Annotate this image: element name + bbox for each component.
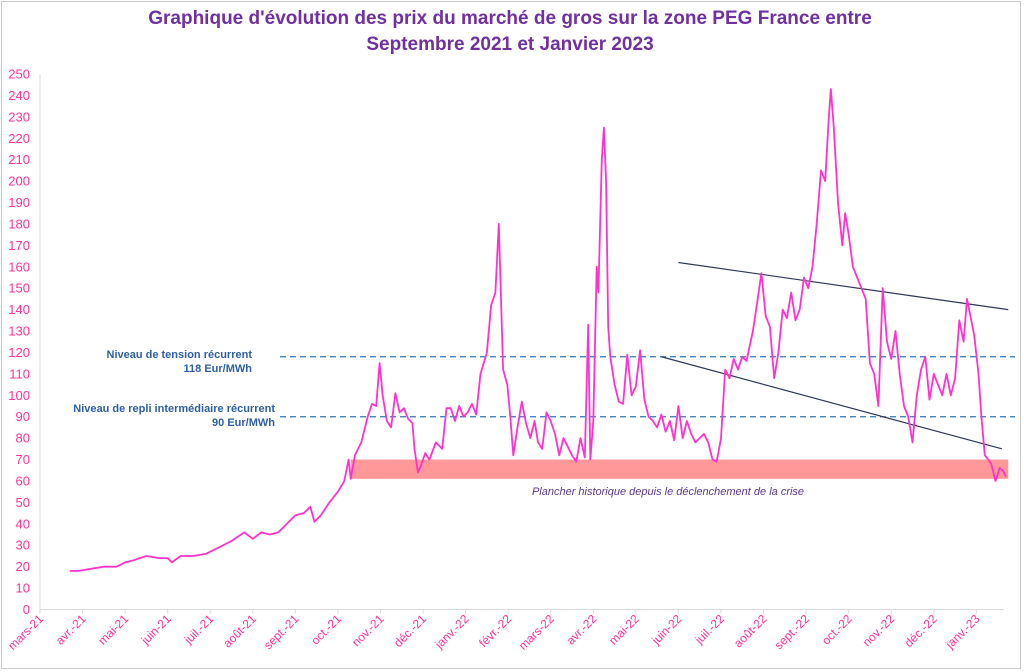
x-tick-label: mars-22 [516,611,557,652]
tension-label: Niveau de tension récurrent [107,349,253,361]
x-tick-label: nov.-22 [860,611,898,649]
chart-title-line-1: Graphique d'évolution des prix du marché… [148,8,872,29]
y-tick-label: 170 [8,238,30,253]
x-tick-label: févr.-22 [476,611,514,649]
chart-title: Graphique d'évolution des prix du marché… [0,6,1020,58]
x-tick-label: mars-21 [5,611,46,652]
floor-band-label: Plancher historique depuis le déclenchem… [532,486,804,498]
x-tick-label: juin-21 [138,611,174,647]
x-tick-label: janv.-22 [432,611,472,651]
x-tick-label: oct.-21 [308,611,344,647]
y-tick-label: 100 [8,388,30,403]
trend-line [678,261,1009,311]
x-tick-label: mai-21 [95,611,131,647]
y-tick-label: 110 [9,366,30,381]
tension-value: 118 Eur/MWh [184,363,253,375]
y-tick-label: 240 [8,88,30,103]
y-tick-label: 120 [8,345,30,360]
y-tick-label: 230 [8,109,30,124]
y-tick-label: 40 [16,516,30,531]
y-tick-label: 20 [16,559,30,574]
x-tick-label: janv.-23 [942,611,982,651]
y-tick-label: 130 [8,324,30,339]
x-tick-label: août-22 [731,611,770,650]
y-tick-label: 30 [16,538,30,553]
x-tick-label: juil.-22 [691,611,727,647]
y-tick-label: 190 [8,195,30,210]
x-tick-label: avr.-22 [564,611,600,647]
y-tick-label: 0 [23,602,30,617]
y-tick-label: 210 [8,152,30,167]
y-tick-label: 160 [8,259,30,274]
repli-value: 90 Eur/MWh [212,417,275,429]
x-tick-label: juin-22 [648,611,684,647]
y-tick-label: 60 [16,473,30,488]
y-tick-label: 140 [8,302,30,317]
x-tick-label: juil.-21 [181,611,217,647]
trend-line [661,356,1003,450]
y-tick-label: 180 [8,216,30,231]
x-tick-label: août-21 [220,611,259,650]
x-tick-label: sept.-22 [772,611,813,652]
price-series-line [69,88,1007,572]
x-tick-label: nov.-21 [349,611,387,649]
y-tick-label: 70 [16,452,30,467]
x-tick-label: oct.-22 [819,611,855,647]
chart-title-line-2: Septembre 2021 et Janvier 2023 [366,34,654,55]
x-tick-label: sept.-21 [261,611,302,652]
x-tick-label: mai-22 [606,611,642,647]
x-tick-label: avr.-21 [53,611,89,647]
y-tick-label: 220 [8,131,30,146]
x-tick-label: déc.-22 [902,611,940,649]
repli-label: Niveau de repli intermédiaire récurrent [73,403,275,415]
y-tick-label: 10 [16,581,30,596]
y-tick-label: 150 [8,281,30,296]
y-tick-label: 80 [16,431,30,446]
floor-band [350,459,1009,479]
y-tick-label: 50 [16,495,30,510]
y-tick-label: 90 [16,409,30,424]
y-tick-label: 200 [8,174,30,189]
y-tick-label: 250 [8,67,30,82]
x-tick-label: déc.-21 [391,611,429,649]
